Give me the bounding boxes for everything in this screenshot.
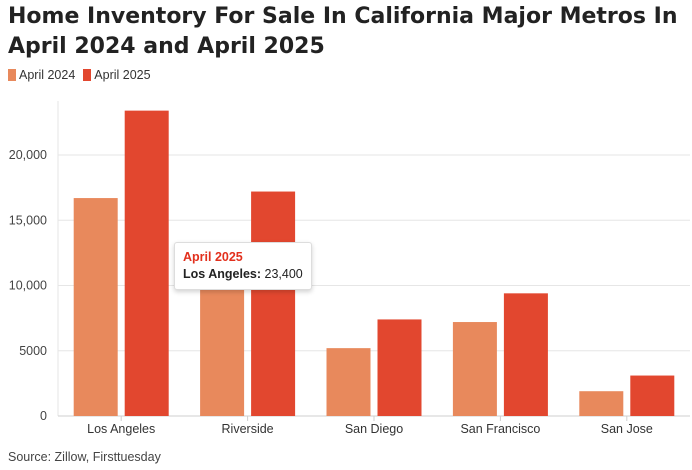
- source-note: Source: Zillow, Firsttuesday: [8, 450, 161, 464]
- bar-april-2024-los-angeles: [73, 198, 118, 416]
- x-tick-label: San Diego: [345, 422, 403, 436]
- legend: April 2024 April 2025: [8, 68, 151, 82]
- bar-april-2025-san-francisco: [503, 293, 548, 416]
- y-tick-label: 10,000: [9, 279, 47, 293]
- tooltip-category: Los Angeles:: [183, 267, 262, 281]
- chart-title: Home Inventory For Sale In California Ma…: [8, 4, 678, 59]
- bar-april-2024-riverside: [200, 275, 245, 416]
- x-tick-label: Los Angeles: [87, 422, 155, 436]
- legend-swatch-april-2025: [83, 69, 92, 81]
- tooltip-series: April 2025: [183, 250, 243, 264]
- y-tick-label: 20,000: [9, 148, 47, 162]
- legend-swatch-april-2024: [8, 69, 16, 81]
- legend-label-april-2025: April 2025: [94, 68, 151, 82]
- y-tick-label: 0: [40, 409, 47, 423]
- bar-april-2025-san-diego: [377, 319, 422, 416]
- bar-april-2024-san-francisco: [452, 322, 497, 416]
- legend-label-april-2024: April 2024: [19, 68, 76, 82]
- tooltip-value: 23,400: [264, 267, 303, 281]
- legend-item-april-2024[interactable]: April 2024: [8, 68, 75, 82]
- x-tick-label: Riverside: [222, 422, 274, 436]
- x-tick-label: San Jose: [601, 422, 653, 436]
- legend-item-april-2025[interactable]: April 2025: [83, 68, 151, 82]
- bar-april-2025-riverside: [251, 191, 296, 416]
- x-tick-label: San Francisco: [460, 422, 540, 436]
- tooltip: April 2025 Los Angeles: 23,400: [174, 242, 312, 290]
- y-tick-label: 5000: [19, 344, 47, 358]
- bar-april-2025-san-jose: [630, 375, 675, 416]
- bar-april-2024-san-diego: [326, 348, 371, 416]
- y-tick-label: 15,000: [9, 213, 47, 227]
- bar-april-2024-san-jose: [579, 391, 624, 416]
- bar-april-2025-los-angeles: [124, 110, 169, 416]
